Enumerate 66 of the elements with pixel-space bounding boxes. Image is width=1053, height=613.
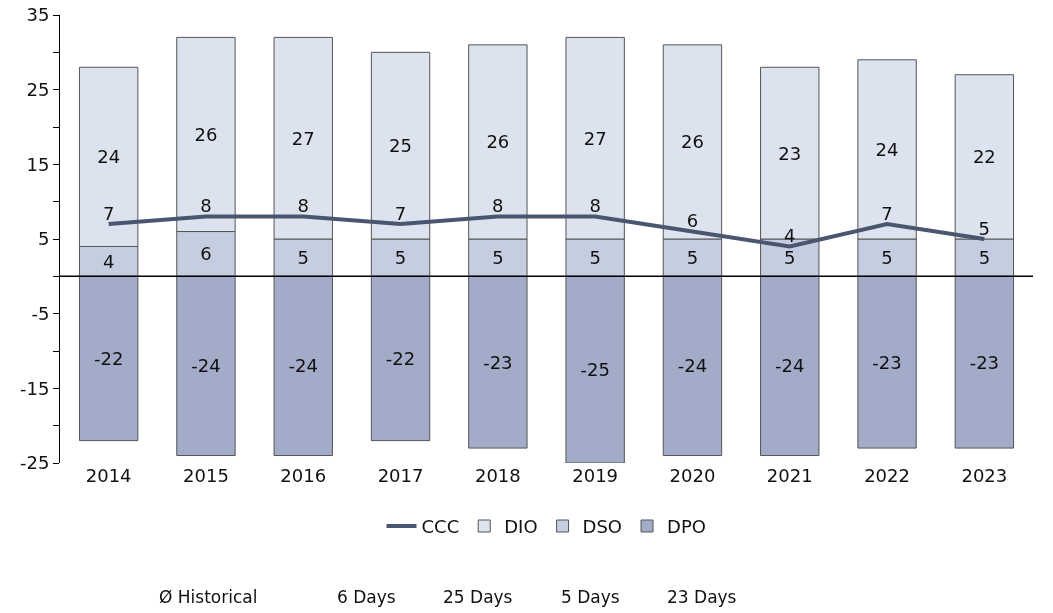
data-label: 7 — [881, 202, 893, 224]
x-tick-label: 2021 — [766, 465, 813, 486]
text: 6 Days — [337, 587, 396, 607]
data-label: 26 — [681, 131, 704, 153]
y-tick-label: 15 — [26, 153, 50, 175]
data-label: 5 — [394, 247, 407, 269]
x-tick-label: 2014 — [85, 465, 132, 486]
data-label: -25 — [580, 359, 610, 381]
data-label: -23 — [872, 351, 902, 373]
data-label: 24 — [875, 138, 899, 160]
x-tick-label: 2019 — [572, 465, 619, 486]
legend-label: CCC — [421, 516, 460, 538]
data-label: 6 — [686, 210, 699, 232]
data-label: 26 — [194, 123, 218, 145]
y-tick-label: 25 — [26, 78, 50, 100]
data-label: 23 — [778, 142, 802, 164]
data-label: 8 — [200, 195, 212, 217]
x-tick-label: 2018 — [474, 465, 521, 486]
x-tick-label: 2017 — [377, 465, 424, 486]
data-label: 5 — [686, 247, 699, 269]
data-label: 27 — [291, 127, 315, 149]
y-tick-label: -15 — [19, 377, 50, 399]
data-label: 7 — [102, 202, 115, 224]
text: Ø Historical — [159, 587, 258, 607]
data-label: 8 — [589, 195, 601, 217]
data-label: 8 — [297, 195, 309, 217]
data-label: -22 — [385, 347, 416, 369]
legend-label: DIO — [504, 516, 538, 538]
legend-label: DPO — [667, 516, 706, 538]
data-label: -24 — [775, 355, 805, 377]
data-label: 27 — [583, 127, 607, 149]
data-label: 5 — [492, 247, 504, 269]
data-label: 6 — [200, 243, 212, 265]
data-label: 8 — [492, 195, 504, 217]
y-tick-label: -5 — [31, 302, 50, 324]
data-label: 7 — [394, 202, 407, 224]
data-label: 5 — [589, 247, 601, 269]
data-label: 5 — [297, 247, 309, 269]
x-tick-label: 2020 — [669, 465, 716, 486]
data-label: -24 — [288, 355, 318, 377]
data-label: 4 — [784, 224, 796, 246]
x-tick-label: 2023 — [961, 465, 1008, 486]
data-label: 5 — [881, 247, 893, 269]
x-tick-label: 2022 — [864, 465, 910, 486]
y-tick-label: 5 — [37, 228, 50, 250]
data-label: 5 — [978, 217, 991, 239]
x-tick-label: 2015 — [183, 465, 229, 486]
data-label: 24 — [97, 146, 121, 168]
data-label: 5 — [978, 247, 991, 269]
data-label: -23 — [969, 351, 1000, 373]
data-label: 22 — [972, 146, 996, 168]
text: 5 Days — [561, 587, 620, 607]
data-label: -24 — [677, 355, 708, 377]
text: 25 Days — [443, 587, 513, 607]
data-label: -22 — [93, 347, 124, 369]
data-label: 25 — [389, 135, 412, 157]
data-label: 5 — [784, 247, 796, 269]
x-tick-label: 2016 — [280, 465, 327, 486]
data-label: -24 — [191, 355, 221, 377]
text: 23 Days — [667, 587, 737, 607]
data-label: -23 — [483, 351, 513, 373]
y-tick-label: -25 — [19, 452, 50, 474]
legend-label: DSO — [582, 516, 623, 538]
data-label: 26 — [486, 131, 510, 153]
y-tick-label: 35 — [26, 4, 50, 26]
data-label: 4 — [102, 250, 115, 272]
